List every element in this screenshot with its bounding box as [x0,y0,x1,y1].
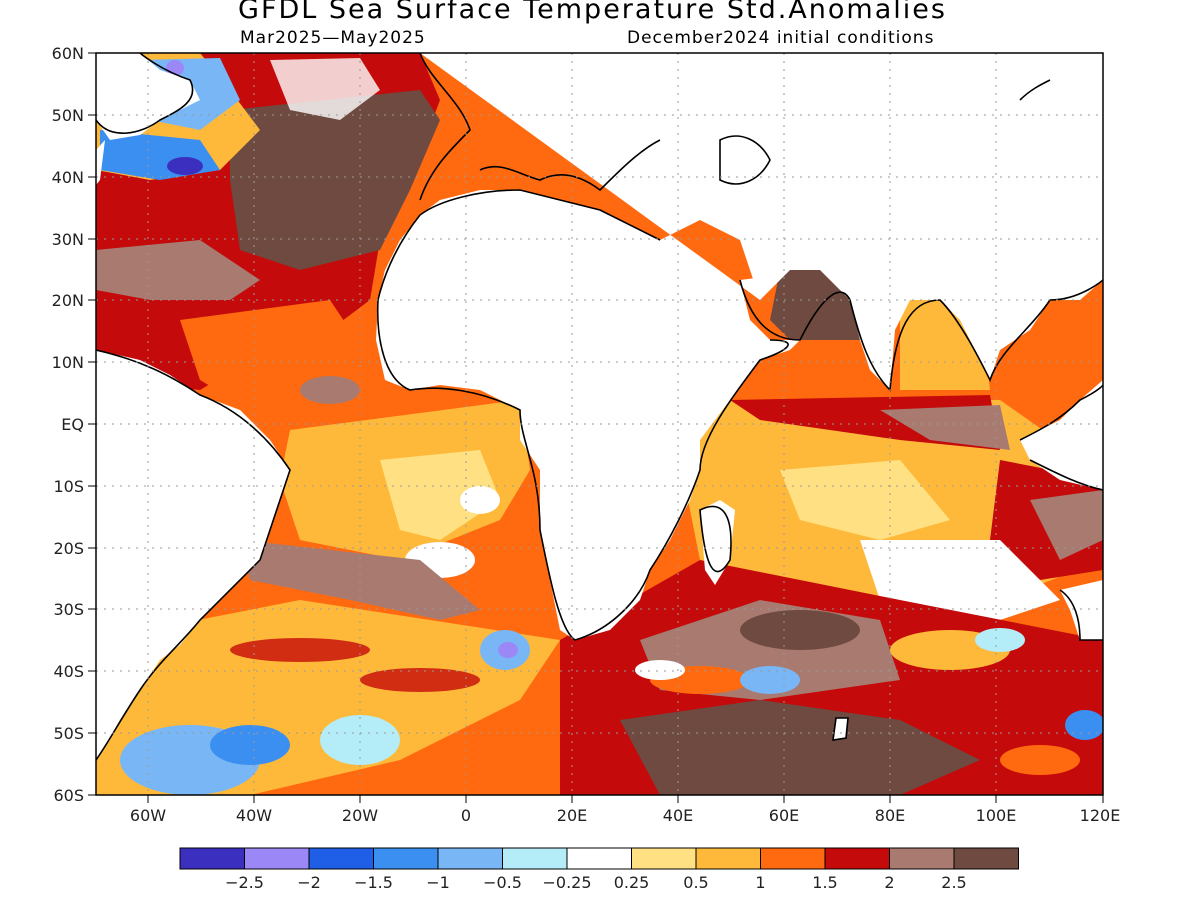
colorbar-label: 0.5 [683,873,708,892]
colorbar-label: −2 [297,873,321,892]
colorbar-swatch [245,848,310,869]
colorbar-swatch [632,848,697,869]
colorbar-label: 2 [884,873,894,892]
longitude-labels: 60W 40W 20W 0 20E 40E 60E 80E 100E 120E [130,806,1120,825]
colorbar-label: 1 [755,873,765,892]
lat-label: 60S [53,786,84,805]
lat-label: 20N [52,291,84,310]
lon-label: 0 [461,806,471,825]
lon-label: 40E [663,806,693,825]
colorbar-swatch [890,848,955,869]
colorbar-swatch [825,848,890,869]
lon-label: 20E [557,806,587,825]
lat-label: 60N [52,44,84,63]
colorbar-label: −0.5 [483,873,522,892]
colorbar-swatch [503,848,568,869]
lat-label: 50S [53,724,84,743]
colorbar-labels: −2.5 −2 −1.5 −1 −0.5 −0.25 0.25 0.5 1 1.5 2 2.5 [225,873,967,892]
lat-label: 10S [53,477,84,496]
colorbar-label: 0.25 [614,873,650,892]
colorbar-swatch [180,848,245,869]
lon-label: 20W [342,806,378,825]
lon-label: 60W [130,806,166,825]
colorbar-swatch [761,848,826,869]
colorbar-label: −0.25 [542,873,591,892]
lat-label: 30S [53,600,84,619]
colorbar-label: 1.5 [812,873,837,892]
lat-label: 50N [52,106,84,125]
lat-label: 40N [52,168,84,187]
colorbar-swatch [567,848,632,869]
lon-label: 40W [236,806,272,825]
colorbar-label: −1 [426,873,450,892]
lon-label: 80E [875,806,905,825]
lon-label: 60E [769,806,799,825]
lat-label: 10N [52,353,84,372]
colorbar-swatch [438,848,503,869]
colorbar-swatch [374,848,439,869]
colorbar-swatch [696,848,761,869]
colorbar [180,848,1019,869]
lat-label: EQ [61,415,84,434]
colorbar-label: 2.5 [941,873,966,892]
lat-label: 20S [53,539,84,558]
colorbar-swatch [309,848,374,869]
lat-label: 30N [52,230,84,249]
latitude-labels: 60N 50N 40N 30N 20N 10N EQ 10S 20S 30S 4… [52,44,84,805]
lat-label: 40S [53,662,84,681]
colorbar-swatch [954,848,1019,869]
colorbar-label: −1.5 [354,873,393,892]
lon-label: 120E [1080,806,1121,825]
lon-label: 100E [976,806,1017,825]
colorbar-label: −2.5 [225,873,264,892]
